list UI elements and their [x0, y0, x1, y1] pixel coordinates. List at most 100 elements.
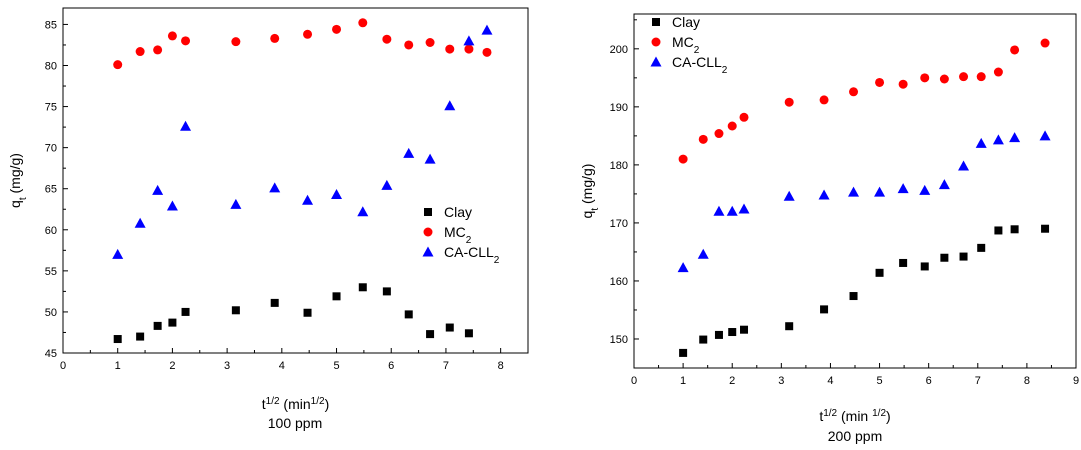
data-point	[425, 38, 435, 47]
data-point	[424, 153, 436, 164]
data-point	[381, 179, 393, 190]
data-point	[269, 182, 281, 193]
x-tick-label: 9	[1073, 375, 1079, 387]
x-tick-label: 5	[876, 375, 882, 387]
data-point	[939, 74, 949, 84]
data-point	[992, 134, 1004, 145]
data-point	[728, 328, 737, 337]
data-point	[358, 18, 368, 28]
chart-caption: 200 ppm	[828, 428, 882, 444]
data-point	[136, 332, 145, 341]
data-point	[977, 243, 986, 252]
data-point	[332, 292, 341, 301]
data-point	[898, 79, 908, 89]
x-tick-label: 1	[115, 360, 121, 372]
data-point	[152, 184, 164, 195]
data-point	[875, 268, 884, 277]
data-point	[959, 252, 968, 261]
y-tick-label: 80	[45, 61, 57, 73]
legend-marker	[424, 208, 432, 216]
x-tick-label: 6	[926, 375, 932, 387]
data-point	[848, 186, 860, 197]
legend-marker	[651, 37, 661, 47]
data-point	[134, 217, 146, 228]
y-tick-label: 85	[45, 19, 57, 31]
data-point	[875, 77, 885, 87]
data-point	[303, 308, 312, 317]
y-tick-label: 50	[45, 307, 57, 319]
data-point	[785, 322, 794, 331]
x-tick-label: 3	[778, 375, 784, 387]
data-point	[181, 36, 191, 46]
x-tick-label: 8	[498, 360, 504, 372]
y-tick-label: 160	[610, 276, 628, 288]
y-tick-label: 190	[610, 102, 628, 114]
data-point	[783, 190, 795, 201]
legend-label: MC2	[672, 34, 700, 56]
data-point	[404, 310, 413, 319]
series-mc	[678, 38, 1050, 164]
data-point	[897, 183, 909, 194]
data-point	[332, 24, 342, 34]
plot-frame	[62, 7, 529, 354]
legend-label: Clay	[444, 204, 472, 220]
data-point	[938, 179, 950, 190]
y-tick-label: 55	[45, 266, 57, 278]
legend-marker	[650, 56, 662, 67]
data-point	[899, 258, 908, 267]
data-point	[975, 137, 987, 148]
data-point	[874, 186, 886, 197]
data-point	[112, 248, 124, 259]
y-tick-label: 200	[610, 44, 628, 56]
data-point	[727, 121, 737, 131]
data-point	[1010, 225, 1019, 234]
data-point	[994, 226, 1003, 235]
data-point	[919, 184, 931, 195]
data-point	[481, 24, 493, 35]
data-point	[713, 205, 725, 216]
series-ca-cll	[677, 130, 1051, 273]
data-point	[302, 194, 314, 205]
data-point	[784, 97, 794, 107]
data-point	[726, 205, 738, 216]
legend-marker	[422, 246, 434, 257]
x-tick-label: 6	[388, 360, 394, 372]
data-point	[231, 37, 241, 47]
data-point	[976, 72, 986, 82]
legend-marker	[423, 227, 433, 237]
data-point	[940, 253, 949, 262]
data-point	[403, 147, 415, 158]
data-point	[678, 154, 688, 164]
data-point	[699, 335, 708, 344]
x-tick-label: 1	[680, 375, 686, 387]
data-point	[1010, 45, 1020, 55]
x-tick-label: 2	[729, 375, 735, 387]
data-point	[382, 34, 392, 44]
data-point	[920, 262, 929, 271]
x-tick-label: 3	[224, 360, 230, 372]
y-tick-label: 60	[45, 225, 57, 237]
y-axis-label: qt (mg/g)	[579, 164, 601, 219]
series-clay	[113, 283, 473, 344]
chart-200ppm: 0 1 2 3 4 5 6 7 8 9 150 160 170 180 190 200 t1/2 (min 1/…	[579, 13, 1079, 444]
y-tick-label: 75	[45, 102, 57, 114]
data-point	[331, 188, 343, 199]
data-point	[357, 206, 369, 217]
data-point	[153, 321, 162, 330]
data-point	[959, 72, 969, 82]
data-point	[153, 45, 163, 55]
data-point	[1041, 224, 1050, 233]
x-tick-label: 7	[443, 360, 449, 372]
legend-label: Clay	[672, 14, 700, 30]
data-point	[358, 283, 367, 292]
chart-caption: 100 ppm	[268, 415, 322, 431]
data-point	[231, 306, 240, 315]
data-point	[113, 60, 123, 70]
data-point	[679, 348, 688, 357]
x-tick-label: 4	[279, 360, 285, 372]
data-point	[445, 44, 455, 54]
x-tick-label: 0	[60, 360, 66, 372]
x-tick-label: 0	[631, 375, 637, 387]
